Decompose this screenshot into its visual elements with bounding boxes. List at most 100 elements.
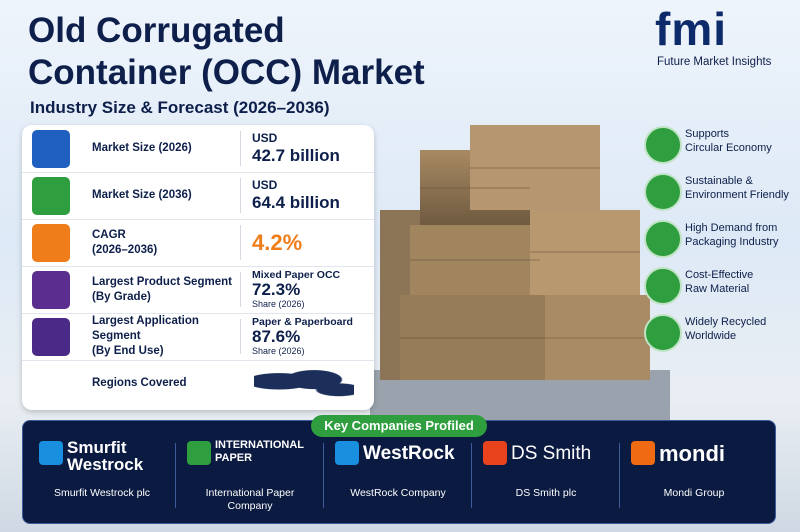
benefit-text: Cost-Effective Raw Material — [685, 268, 753, 296]
label-line: Market Size (2026) — [92, 142, 192, 154]
divider — [240, 225, 241, 260]
benefit-icon — [644, 220, 682, 258]
divider — [240, 131, 241, 166]
metric-label: CAGR (2026–2036) — [92, 219, 242, 266]
metric-row: CAGR (2026–2036) 4.2% — [22, 219, 374, 267]
benefit-line: Sustainable & — [685, 175, 753, 187]
company-mark — [483, 441, 507, 465]
value-line: 87.6% — [252, 327, 301, 346]
metric-label: Largest Product Segment (By Grade) — [92, 266, 242, 313]
company: WestRock WestRock Company — [327, 435, 469, 521]
benefit-line: Cost-Effective — [685, 269, 754, 281]
benefit: Supports Circular Economy — [644, 124, 794, 164]
caption-line: Company — [227, 500, 273, 512]
benefit-icon — [644, 126, 682, 164]
divider — [240, 178, 241, 213]
logo-name: Future Market Insights — [657, 56, 772, 68]
benefit-line: Widely Recycled — [685, 316, 767, 328]
company-logo: INTERNATIONAL PAPER — [215, 439, 304, 465]
metric-icon — [32, 318, 70, 356]
label-line: (By End Use) — [92, 345, 164, 357]
benefit-text: Widely Recycled Worldwide — [685, 315, 766, 343]
company-logo: Smurfit Westrock — [67, 439, 143, 473]
logo-line: Westrock — [67, 455, 144, 474]
label-line: Largest Product Segment — [92, 275, 232, 288]
value-line: Share (2026) — [252, 299, 305, 309]
benefit: High Demand from Packaging Industry — [644, 218, 794, 258]
metric-label: Market Size (2036) — [92, 172, 242, 219]
logo-line: DS Smith — [511, 443, 592, 464]
metric-row: Market Size (2036) USD 64.4 billion — [22, 172, 374, 220]
metric-icon — [32, 224, 70, 262]
company: Smurfit Westrock Smurfit Westrock plc — [31, 435, 173, 521]
label-line: (2026–2036) — [92, 243, 158, 256]
benefit-line: Environment Friendly — [685, 189, 789, 201]
value-line: 4.2% — [252, 229, 303, 255]
label-line: CAGR — [92, 228, 126, 241]
benefit: Widely Recycled Worldwide — [644, 312, 794, 352]
company-mark — [39, 441, 63, 465]
company-logo: DS Smith — [511, 443, 591, 465]
metric-value: USD 42.7 billion — [252, 125, 340, 172]
companies-heading: Key Companies Profiled — [311, 415, 487, 437]
companies-band: Key Companies Profiled Smurfit Westrock Sm… — [22, 415, 776, 524]
logo-line: INTERNATIONAL — [215, 439, 305, 451]
subtitle: Industry Size & Forecast (2026–2036) — [30, 98, 330, 117]
benefit-line: Supports — [685, 128, 730, 140]
metric-row: Largest Application Segment (By End Use) P… — [22, 313, 374, 361]
company-mark — [631, 441, 655, 465]
title: Old Corrugated — [28, 11, 285, 50]
company-caption: Mondi Group — [623, 487, 765, 500]
company: DS Smith DS Smith plc — [475, 435, 617, 521]
value-line: 72.3% — [252, 280, 301, 299]
metric-icon — [32, 130, 70, 168]
company-divider — [471, 443, 472, 508]
company-caption: International Paper Company — [179, 487, 321, 513]
metric-icon — [32, 271, 70, 309]
value-line: 64.4 billion — [252, 193, 340, 212]
company-logo: WestRock — [363, 443, 455, 465]
divider — [240, 272, 241, 307]
metric-label: Market Size (2026) — [92, 125, 242, 172]
company-divider — [175, 443, 176, 508]
company-mark — [187, 441, 211, 465]
label-line: Largest Application Segment — [92, 315, 199, 342]
metric-value: Mixed Paper OCC 72.3% Share (2026) — [252, 266, 340, 313]
company-caption: WestRock Company — [327, 487, 469, 500]
metric-value: 4.2% — [252, 219, 302, 266]
benefit-line: Raw Material — [685, 283, 750, 295]
benefit-line: High Demand from — [685, 222, 778, 234]
benefit: Cost-Effective Raw Material — [644, 265, 794, 305]
divider — [240, 319, 241, 354]
metric-label: Largest Application Segment (By End Use) — [92, 313, 242, 360]
benefit-line: Worldwide — [685, 330, 737, 342]
logo-mark: fmi — [655, 3, 727, 55]
logo-line: WestRock — [363, 443, 455, 464]
company-divider — [619, 443, 620, 508]
value-line: USD — [252, 178, 278, 192]
company-caption: Smurfit Westrock plc — [31, 487, 173, 500]
caption-line: Mondi Group — [663, 487, 725, 499]
benefit-text: Sustainable & Environment Friendly — [685, 174, 789, 202]
benefit-icon — [644, 267, 682, 305]
metric-label: Regions Covered — [92, 360, 242, 407]
metric-row: Regions Covered — [22, 360, 374, 407]
label-line: Regions Covered — [92, 377, 187, 389]
caption-line: WestRock Company — [350, 487, 446, 499]
label-line: (By Grade) — [92, 290, 151, 303]
benefit-icon — [644, 173, 682, 211]
metric-row: Largest Product Segment (By Grade) Mixed P… — [22, 266, 374, 314]
value-line: USD — [252, 131, 278, 145]
logo-line: Smurfit — [67, 438, 127, 457]
value-line: Mixed Paper OCC — [252, 269, 341, 281]
company-divider — [323, 443, 324, 508]
metric-row: Market Size (2026) USD 42.7 billion — [22, 125, 374, 173]
world-map — [254, 366, 354, 400]
title: Container (OCC) Market — [28, 53, 425, 92]
metric-icon — [32, 177, 70, 215]
benefit-icon — [644, 314, 682, 352]
metric-value: Paper & Paperboard 87.6% Share (2026) — [252, 313, 353, 360]
benefit: Sustainable & Environment Friendly — [644, 171, 794, 211]
metrics-card: Market Size (2026) USD 42.7 billion Market … — [22, 125, 374, 410]
